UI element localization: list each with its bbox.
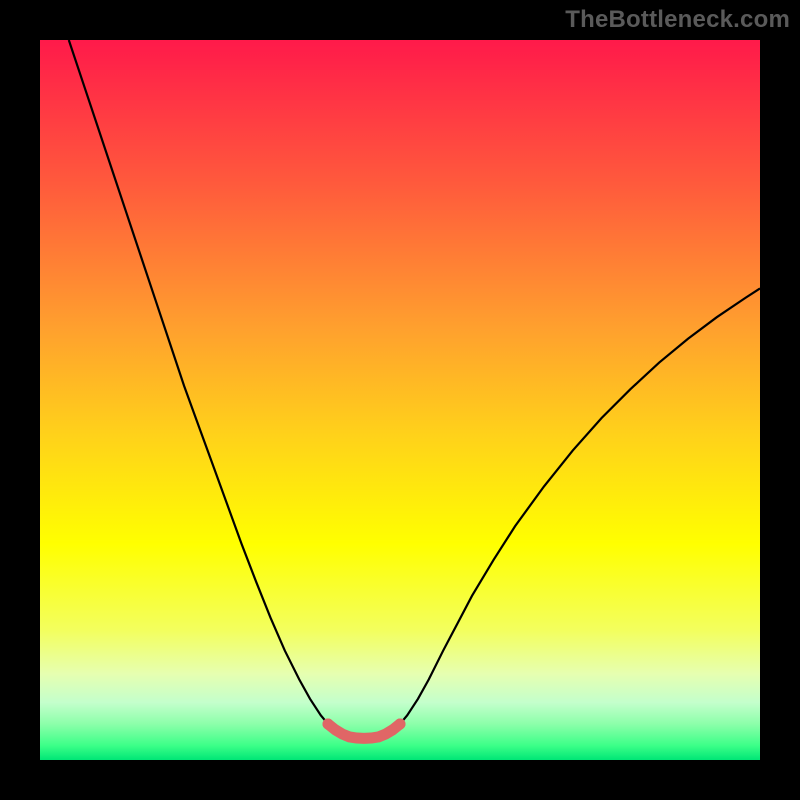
watermark-text: TheBottleneck.com bbox=[565, 6, 790, 34]
highlight-marker bbox=[323, 719, 334, 730]
plot-area bbox=[40, 40, 760, 760]
highlight-marker bbox=[395, 719, 406, 730]
figure-frame: TheBottleneck.com bbox=[0, 0, 800, 800]
chart-svg bbox=[40, 40, 760, 760]
chart-background bbox=[40, 40, 760, 760]
